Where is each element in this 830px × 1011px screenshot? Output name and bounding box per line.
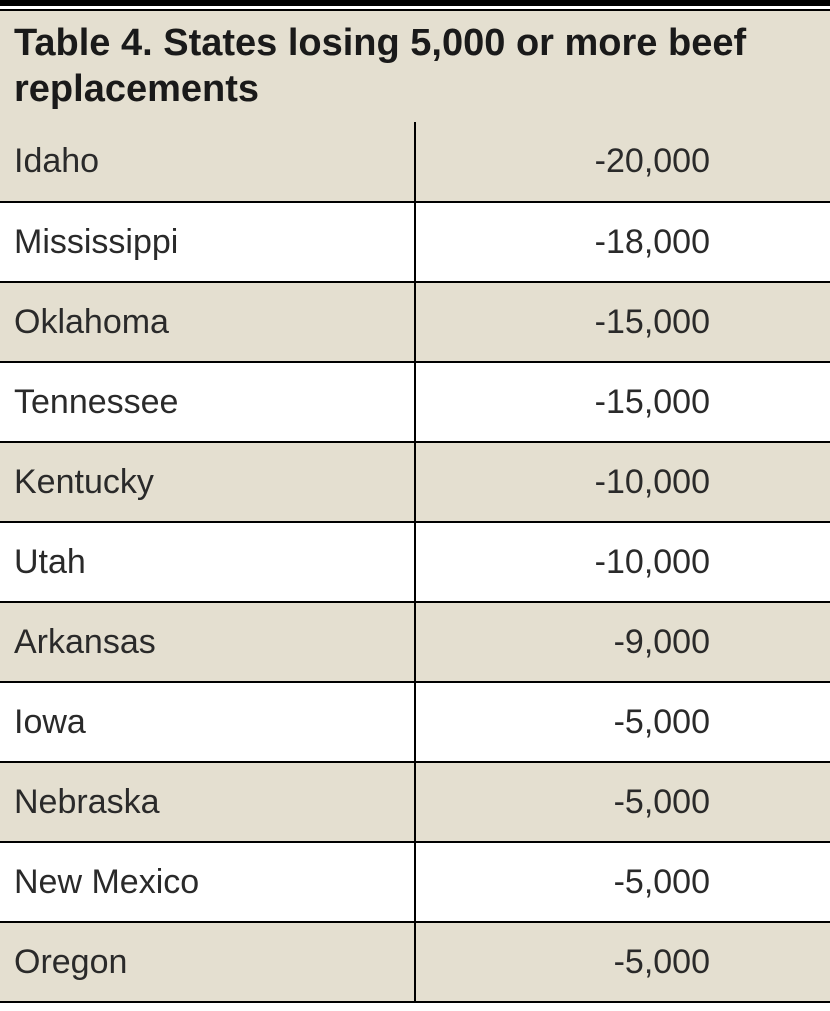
- table-row: Tennessee -15,000: [0, 362, 830, 442]
- table-title: Table 4. States losing 5,000 or more bee…: [0, 9, 830, 122]
- table-row: Arkansas -9,000: [0, 602, 830, 682]
- cell-value: -15,000: [415, 362, 830, 442]
- cell-state: Nebraska: [0, 762, 415, 842]
- table-row: Idaho -20,000: [0, 122, 830, 202]
- table-row: New Mexico -5,000: [0, 842, 830, 922]
- cell-value: -18,000: [415, 202, 830, 282]
- cell-value: -15,000: [415, 282, 830, 362]
- cell-state: Arkansas: [0, 602, 415, 682]
- table-row: Iowa -5,000: [0, 682, 830, 762]
- cell-state: Oregon: [0, 922, 415, 1002]
- cell-value: -5,000: [415, 842, 830, 922]
- cell-state: Idaho: [0, 122, 415, 202]
- cell-value: -10,000: [415, 442, 830, 522]
- table-row: Mississippi -18,000: [0, 202, 830, 282]
- cell-value: -5,000: [415, 682, 830, 762]
- cell-value: -20,000: [415, 122, 830, 202]
- table-row: Utah -10,000: [0, 522, 830, 602]
- cell-state: Iowa: [0, 682, 415, 762]
- data-table: Idaho -20,000 Mississippi -18,000 Oklaho…: [0, 122, 830, 1003]
- table-row: Kentucky -10,000: [0, 442, 830, 522]
- table-row: Nebraska -5,000: [0, 762, 830, 842]
- table-row: Oklahoma -15,000: [0, 282, 830, 362]
- cell-value: -5,000: [415, 922, 830, 1002]
- cell-value: -5,000: [415, 762, 830, 842]
- cell-state: Oklahoma: [0, 282, 415, 362]
- cell-value: -10,000: [415, 522, 830, 602]
- table-body: Idaho -20,000 Mississippi -18,000 Oklaho…: [0, 122, 830, 1002]
- cell-state: New Mexico: [0, 842, 415, 922]
- cell-state: Utah: [0, 522, 415, 602]
- cell-value: -9,000: [415, 602, 830, 682]
- cell-state: Kentucky: [0, 442, 415, 522]
- table-container: Table 4. States losing 5,000 or more bee…: [0, 0, 830, 1003]
- cell-state: Mississippi: [0, 202, 415, 282]
- cell-state: Tennessee: [0, 362, 415, 442]
- table-row: Oregon -5,000: [0, 922, 830, 1002]
